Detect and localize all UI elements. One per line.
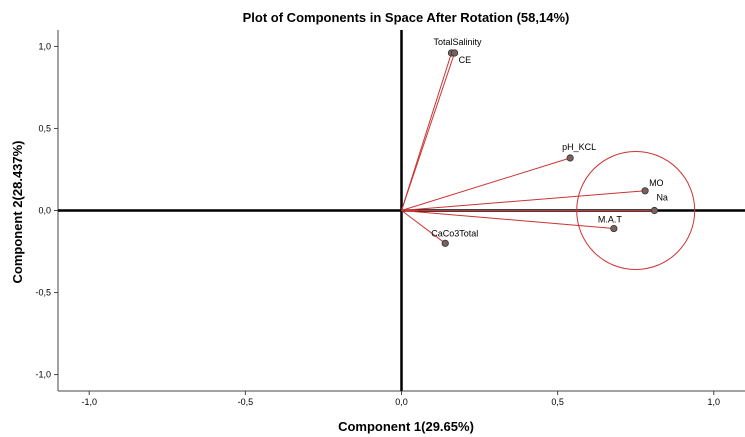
x-tick-label: 0,5	[551, 397, 564, 407]
x-tick-label: 0,0	[395, 397, 408, 407]
point-label: MO	[649, 178, 664, 188]
loading-vector	[401, 210, 614, 230]
y-tick-label: 0,5	[38, 123, 51, 133]
point-label: M.A.T	[598, 215, 623, 225]
point-label: TotalSalinity	[433, 37, 482, 47]
loading-point	[450, 49, 459, 57]
x-axis-label: Component 1(29.65%)	[338, 419, 474, 434]
x-tick-label: -0,5	[238, 397, 254, 407]
loading-vector	[401, 157, 571, 211]
y-tick-label: -1,0	[35, 370, 51, 380]
loading-vector	[401, 190, 646, 211]
point-label: CE	[459, 55, 472, 65]
loading-point	[641, 187, 649, 195]
x-tick-label: 1,0	[708, 397, 721, 407]
y-tick-label: 0,0	[38, 206, 51, 216]
chart-title: Plot of Components in Space After Rotati…	[243, 10, 570, 25]
y-tick-label: -0,5	[35, 288, 51, 298]
x-tick-label: -1,0	[81, 397, 97, 407]
point-label: CaCo3Total	[431, 228, 478, 238]
point-label: Na	[656, 193, 668, 203]
y-axis-label: Component 2(28.437%)	[10, 140, 25, 283]
highlight-circle	[576, 151, 696, 270]
loading-vector	[401, 210, 446, 244]
point-label: pH_KCL	[562, 142, 596, 152]
loading-vector	[401, 52, 456, 211]
loading-point	[650, 206, 659, 215]
loading-point	[566, 154, 574, 162]
loading-point	[610, 224, 618, 233]
y-tick-label: 1,0	[38, 41, 51, 51]
loading-point	[441, 239, 449, 247]
